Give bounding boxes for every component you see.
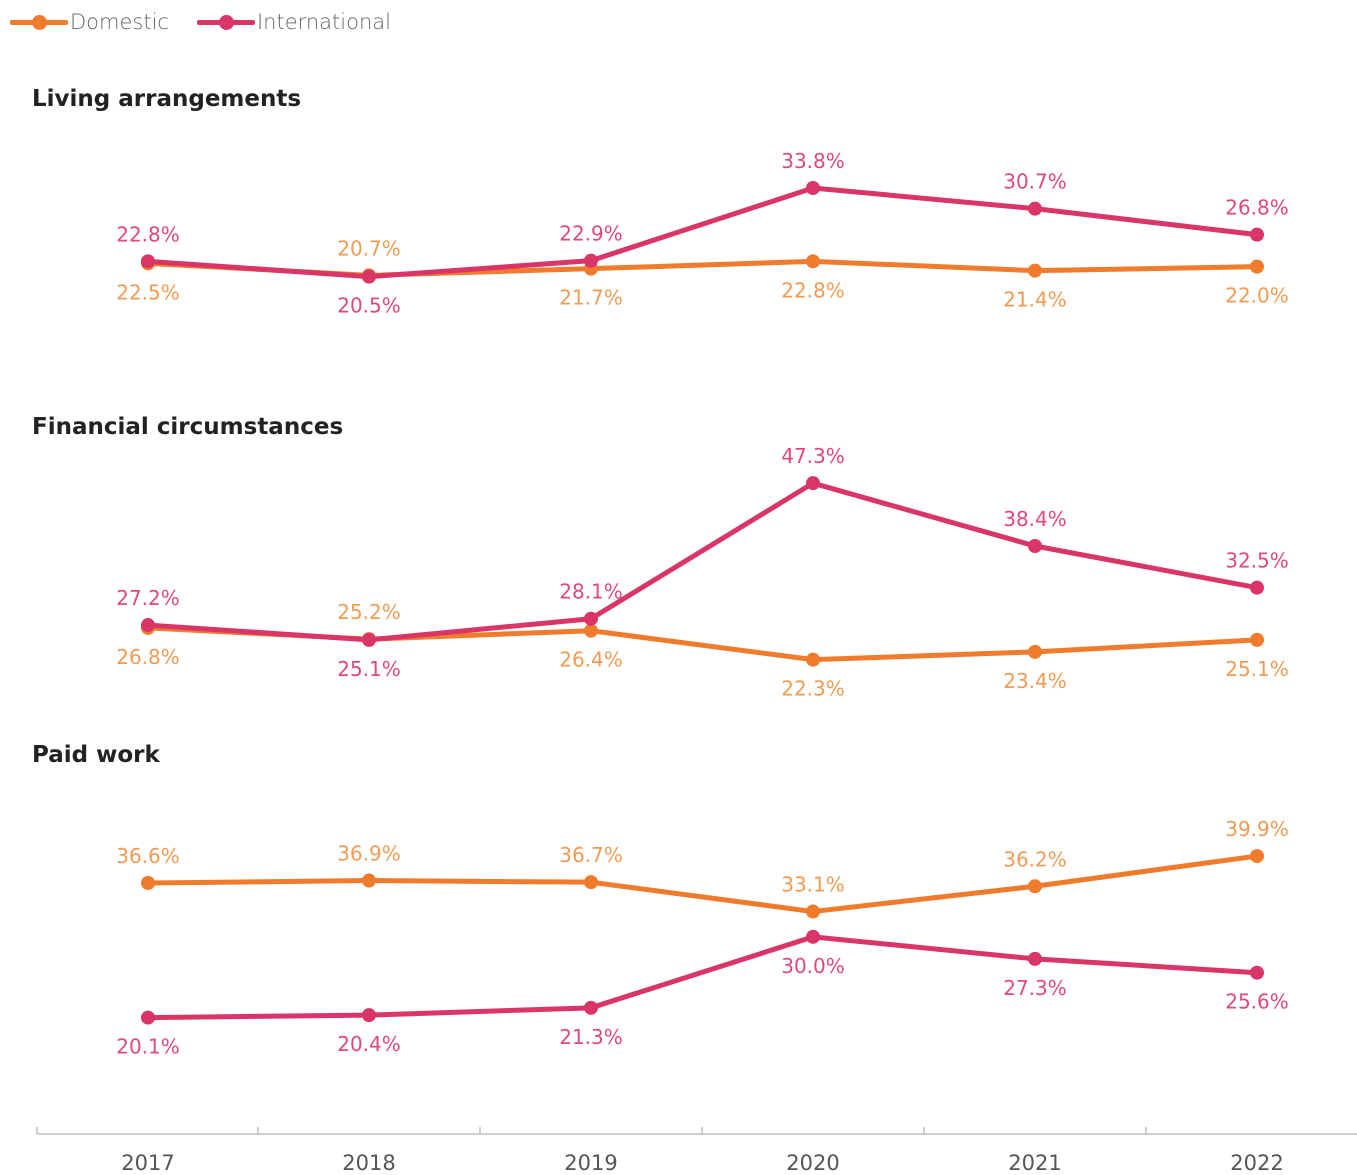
domestic-value-label-2020-panel-1: 22.3% [781,677,845,701]
legend-item-domestic[interactable]: Domestic [10,10,169,34]
domestic-value-label-2021-panel-0: 21.4% [1003,288,1067,312]
panel-title-financial-circumstances: Financial circumstances [32,414,344,440]
international-value-label-2020-panel-2: 30.0% [781,954,845,978]
domestic-value-label-2020-panel-0: 22.8% [781,278,845,302]
chart-legend: Domestic International [10,6,391,38]
panel-title-living-arrangements: Living arrangements [32,86,302,112]
international-point-2017-panel-0[interactable] [141,254,155,269]
domestic-value-label-2019-panel-1: 26.4% [559,648,623,672]
domestic-value-label-2018-panel-1: 25.2% [337,600,401,624]
domestic-value-label-2019-panel-0: 21.7% [559,286,623,310]
domestic-point-2021-panel-2[interactable] [1028,879,1042,894]
domestic-line-panel-1 [145,625,1260,663]
international-value-label-2019-panel-2: 21.3% [559,1025,623,1049]
domestic-point-2018-panel-2[interactable] [362,873,376,888]
domestic-line-panel-2 [145,853,1260,915]
international-point-2020-panel-2[interactable] [806,929,820,944]
domestic-value-label-2017-panel-1: 26.8% [116,645,180,669]
international-value-label-2020-panel-0: 33.8% [781,149,845,173]
x-tick-label-2021: 2021 [1008,1151,1061,1175]
legend-swatch-international [196,10,255,34]
legend-label-domestic: Domestic [70,10,169,34]
domestic-point-2021-panel-1[interactable] [1028,644,1042,659]
domestic-value-label-2018-panel-2: 36.9% [337,842,401,866]
domestic-value-label-2022-panel-2: 39.9% [1225,817,1289,841]
panel-0: 22.5% 20.7% 21.7% 22.8% 21.4% 22.0% 22.8% 20.5%… [116,149,1289,318]
international-value-label-2018-panel-1: 25.1% [337,657,401,681]
international-point-2018-panel-2[interactable] [362,1008,376,1023]
international-point-2021-panel-2[interactable] [1028,951,1042,966]
legend-swatch-domestic [10,10,68,34]
international-value-label-2019-panel-1: 28.1% [559,580,623,604]
panel-2: 36.6% 36.9% 36.7% 33.1% 36.2% 39.9% 20.1% 20.4%… [116,817,1289,1059]
legend-item-international[interactable]: International [196,10,391,34]
international-point-2022-panel-1[interactable] [1250,580,1264,595]
international-line-panel-2 [145,934,1260,1021]
international-point-2020-panel-1[interactable] [806,476,820,491]
international-value-label-2017-panel-0: 22.8% [116,222,180,246]
domestic-point-2022-panel-2[interactable] [1250,849,1264,864]
x-tick-label-2019: 2019 [564,1151,617,1175]
international-point-2017-panel-2[interactable] [141,1010,155,1025]
domestic-value-label-2020-panel-2: 33.1% [781,873,845,897]
international-point-2018-panel-0[interactable] [362,269,376,284]
domestic-value-label-2017-panel-0: 22.5% [116,280,180,304]
domestic-point-2022-panel-0[interactable] [1250,259,1264,274]
international-value-label-2022-panel-1: 32.5% [1225,549,1289,573]
international-point-2018-panel-1[interactable] [362,632,376,647]
x-tick-label-2020: 2020 [786,1151,839,1175]
domestic-value-label-2022-panel-0: 22.0% [1225,284,1289,308]
international-value-label-2022-panel-2: 25.6% [1225,990,1289,1014]
international-line-panel-0 [145,185,1260,280]
domestic-point-2020-panel-2[interactable] [806,904,820,919]
legend-label-international: International [256,10,391,34]
international-point-2022-panel-0[interactable] [1250,227,1264,242]
international-value-label-2019-panel-0: 22.9% [559,222,623,246]
international-point-2022-panel-2[interactable] [1250,965,1264,980]
international-point-2021-panel-1[interactable] [1028,539,1042,553]
international-value-label-2020-panel-1: 47.3% [781,444,845,468]
international-point-2019-panel-1[interactable] [584,611,598,626]
domestic-point-2020-panel-0[interactable] [806,254,820,269]
international-value-label-2022-panel-0: 26.8% [1225,196,1289,220]
international-value-label-2017-panel-2: 20.1% [116,1035,180,1059]
domestic-point-2020-panel-1[interactable] [806,652,820,667]
x-tick-label-2017: 2017 [121,1151,174,1175]
domestic-point-2017-panel-2[interactable] [141,876,155,890]
x-tick-label-2018: 2018 [342,1151,395,1175]
domestic-value-label-2018-panel-0: 20.7% [337,236,401,260]
domestic-point-2019-panel-1[interactable] [584,623,598,638]
domestic-value-label-2022-panel-1: 25.1% [1225,657,1289,681]
domestic-point-2022-panel-1[interactable] [1250,632,1264,647]
international-point-2019-panel-0[interactable] [584,253,598,268]
international-point-2019-panel-2[interactable] [584,1000,598,1015]
international-point-2017-panel-1[interactable] [141,618,155,633]
international-value-label-2017-panel-1: 27.2% [116,586,180,610]
x-tick-label-2022: 2022 [1230,1151,1283,1175]
panel-title-paid-work: Paid work [32,742,160,768]
domestic-point-2019-panel-2[interactable] [584,875,598,890]
international-value-label-2021-panel-2: 27.3% [1003,976,1067,1000]
domestic-value-label-2017-panel-2: 36.6% [116,844,180,868]
international-point-2021-panel-0[interactable] [1028,201,1042,216]
panel-1: 26.8% 25.2% 26.4% 22.3% 23.4% 25.1% 27.2% 25.1%… [116,444,1289,700]
domestic-point-2021-panel-0[interactable] [1028,263,1042,278]
international-value-label-2021-panel-1: 38.4% [1003,507,1067,531]
international-value-label-2021-panel-0: 30.7% [1003,170,1067,194]
domestic-value-label-2021-panel-2: 36.2% [1003,847,1067,871]
international-line-panel-1 [145,480,1260,643]
domestic-value-label-2021-panel-1: 23.4% [1003,669,1067,693]
international-value-label-2018-panel-2: 20.4% [337,1032,401,1056]
international-point-2020-panel-0[interactable] [806,181,820,195]
international-value-label-2018-panel-0: 20.5% [337,294,401,318]
domestic-value-label-2019-panel-2: 36.7% [559,843,623,867]
